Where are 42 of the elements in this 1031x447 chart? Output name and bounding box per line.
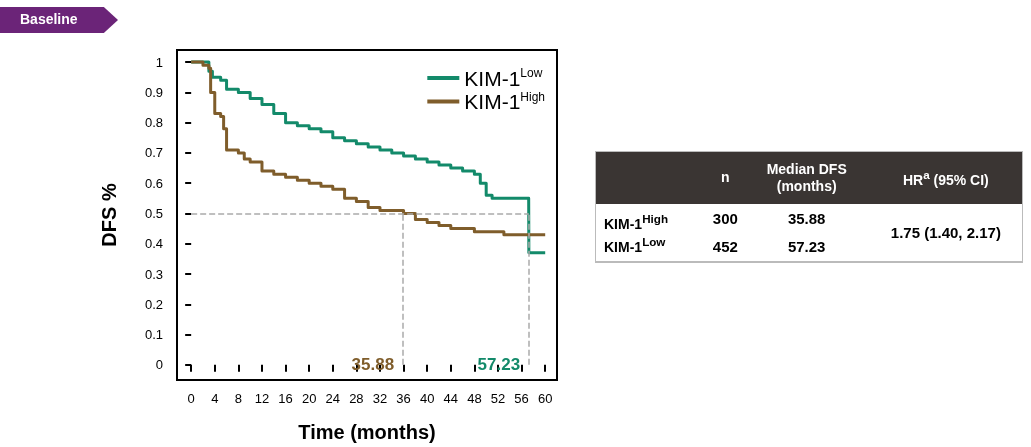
x-tick-label: 0: [187, 391, 195, 406]
y-tick-label: 0.9: [144, 84, 163, 100]
category-label: KIM-1$^{Low}$: [604, 235, 666, 255]
y-tick-label: 0.4: [144, 236, 163, 252]
x-tick-label: 40: [419, 391, 435, 406]
text: 1.75 (1.40, 2.17): [890, 223, 1001, 241]
x-tick-label: 36: [396, 391, 411, 406]
x-tick-label: 20: [301, 391, 317, 406]
x-tick-label: 28: [349, 391, 364, 406]
category-label: KIM-1$^{High}$: [604, 211, 669, 232]
y-tick-label: 0: [155, 357, 163, 373]
x-tick-label: 48: [467, 391, 482, 406]
text: 57.23: [787, 238, 826, 256]
text: 452: [712, 238, 738, 256]
text: 35.88: [787, 209, 826, 227]
y-tick-label: 0.1: [144, 327, 163, 343]
x-axis-title: Time (months): [298, 421, 436, 443]
x-tick-label: 32: [372, 391, 388, 406]
category-label: n: [720, 168, 731, 188]
x-tick-label: 12: [254, 391, 270, 406]
y-tick-label: 1: [155, 54, 163, 70]
x-tick-label: 4: [211, 391, 219, 406]
ref-line-label: 35.88: [351, 354, 395, 374]
y-tick-label: 0.7: [144, 145, 163, 161]
y-tick-label: 0.3: [144, 266, 163, 282]
x-tick-label: 24: [325, 391, 341, 406]
x-tick-label: 56: [514, 391, 529, 406]
text: Baseline: [20, 11, 78, 27]
category-label: HR$^{a}$ (95% CI): [901, 167, 990, 191]
y-tick-label: 0.5: [144, 205, 163, 221]
x-tick-label: 16: [278, 391, 293, 406]
x-tick-label: 60: [537, 391, 553, 406]
text: 300: [712, 209, 738, 227]
y-tick-label: 0.6: [144, 175, 163, 191]
y-tick-label: 0.2: [144, 296, 163, 312]
y-tick-label: 0.8: [144, 115, 163, 131]
x-tick-label: 52: [490, 391, 506, 406]
x-tick-label: 44: [443, 391, 459, 406]
ref-line-label: 57.23: [477, 354, 521, 374]
category-label: Median DFS (months): [765, 159, 848, 196]
y-axis-title: DFS %: [98, 183, 120, 247]
x-tick-label: 8: [234, 391, 242, 406]
